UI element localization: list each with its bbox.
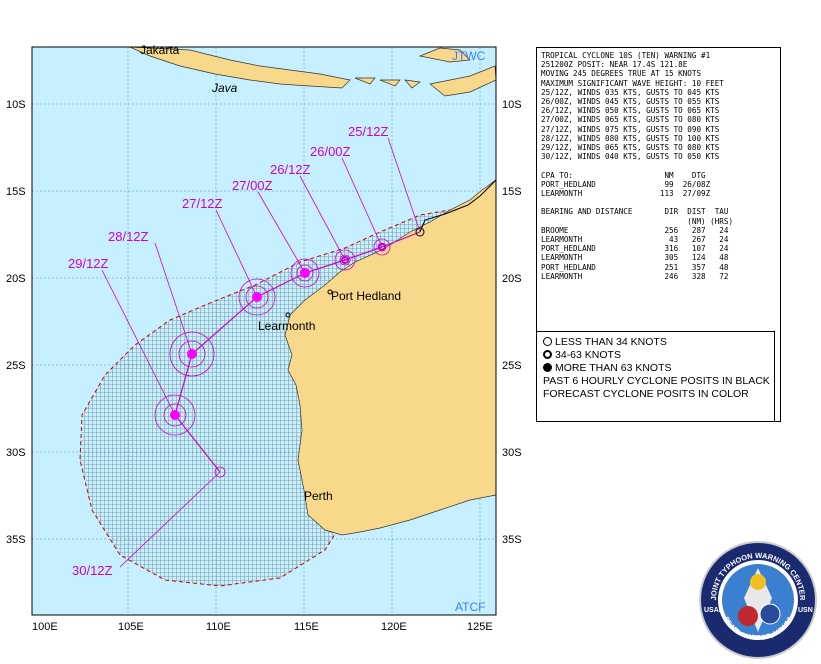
legend-note: FORECAST CYCLONE POSITS IN COLOR	[543, 388, 749, 400]
jtwc-label: JTWC	[452, 49, 486, 63]
lat-label: 35S	[502, 534, 522, 546]
svg-text:USAF: USAF	[704, 607, 724, 614]
lon-label: 105E	[118, 621, 144, 633]
lat-label: 35S	[6, 534, 26, 546]
lat-label: 30S	[502, 447, 522, 459]
lat-label: 15S	[502, 186, 522, 198]
place-port-hedland: Port Hedland	[331, 289, 401, 303]
lat-label: 20S	[502, 273, 522, 285]
place-jakarta: Jakarta	[140, 43, 180, 57]
lon-labels: 100E 105E 110E 115E 120E 125E	[32, 621, 493, 633]
time-label: 29/12Z	[68, 256, 109, 271]
lat-label: 30S	[6, 447, 26, 459]
lat-labels-left: 10S 15S 20S 25S 30S 35S	[6, 99, 26, 546]
place-learmonth: Learmonth	[258, 319, 315, 333]
jtwc-seal-logo: JOINT TYPHOON WARNING CENTER PEARL HARBO…	[699, 541, 817, 659]
time-label: 28/12Z	[108, 229, 149, 244]
legend-item: LESS THAN 34 KNOTS	[543, 336, 768, 349]
map-frame	[31, 46, 497, 616]
lat-labels-right: 10S 15S 20S 25S 30S 35S	[502, 99, 522, 546]
time-label: 26/00Z	[310, 144, 351, 159]
lat-label: 25S	[6, 360, 26, 372]
warning-text: TROPICAL CYCLONE 10S (TEN) WARNING #1 25…	[541, 51, 734, 281]
danger-area	[79, 204, 481, 587]
city-marker	[327, 289, 333, 295]
time-label: 26/12Z	[270, 162, 311, 177]
legend-item: MORE THAN 63 KNOTS	[543, 362, 768, 375]
open-circle-icon	[543, 337, 552, 346]
atcf-label: ATCF	[455, 600, 485, 614]
legend-panel: LESS THAN 34 KNOTS 34-63 KNOTS MORE THAN…	[536, 331, 775, 422]
time-label: 30/12Z	[72, 563, 113, 578]
position-marker	[341, 256, 349, 264]
australia-landmass	[284, 179, 496, 536]
lesser-sunda-islands	[354, 47, 496, 97]
legend-item: 34-63 KNOTS	[543, 349, 768, 362]
track-time-labels: 25/12Z 26/00Z 26/12Z 27/00Z 27/12Z 28/12…	[68, 124, 389, 578]
position-marker	[415, 227, 425, 237]
ring-icon	[543, 350, 552, 359]
past-track	[419, 179, 497, 233]
position-marker	[378, 243, 386, 251]
time-label: 27/12Z	[182, 196, 223, 211]
legend-note: PAST 6 HOURLY CYCLONE POSITS IN BLACK	[543, 375, 770, 387]
lat-label: 10S	[6, 99, 26, 111]
lat-label: 15S	[6, 186, 26, 198]
lon-label: 125E	[467, 621, 493, 633]
java-island	[129, 47, 351, 89]
city-marker	[285, 312, 291, 318]
lat-label: 25S	[502, 360, 522, 372]
lon-label: 120E	[381, 621, 407, 633]
lat-label: 20S	[6, 273, 26, 285]
lat-label: 10S	[502, 99, 522, 111]
filled-circle-icon	[543, 363, 552, 372]
place-java: Java	[211, 81, 238, 95]
forecast-track	[174, 231, 421, 473]
time-label: 25/12Z	[348, 124, 389, 139]
lon-label: 110E	[206, 621, 231, 633]
lon-label: 100E	[32, 621, 58, 633]
lon-label: 115E	[294, 621, 319, 633]
time-label: 27/00Z	[232, 178, 273, 193]
leader-lines	[101, 137, 421, 568]
svg-text:USN: USN	[798, 607, 813, 614]
place-perth: Perth	[304, 489, 333, 503]
